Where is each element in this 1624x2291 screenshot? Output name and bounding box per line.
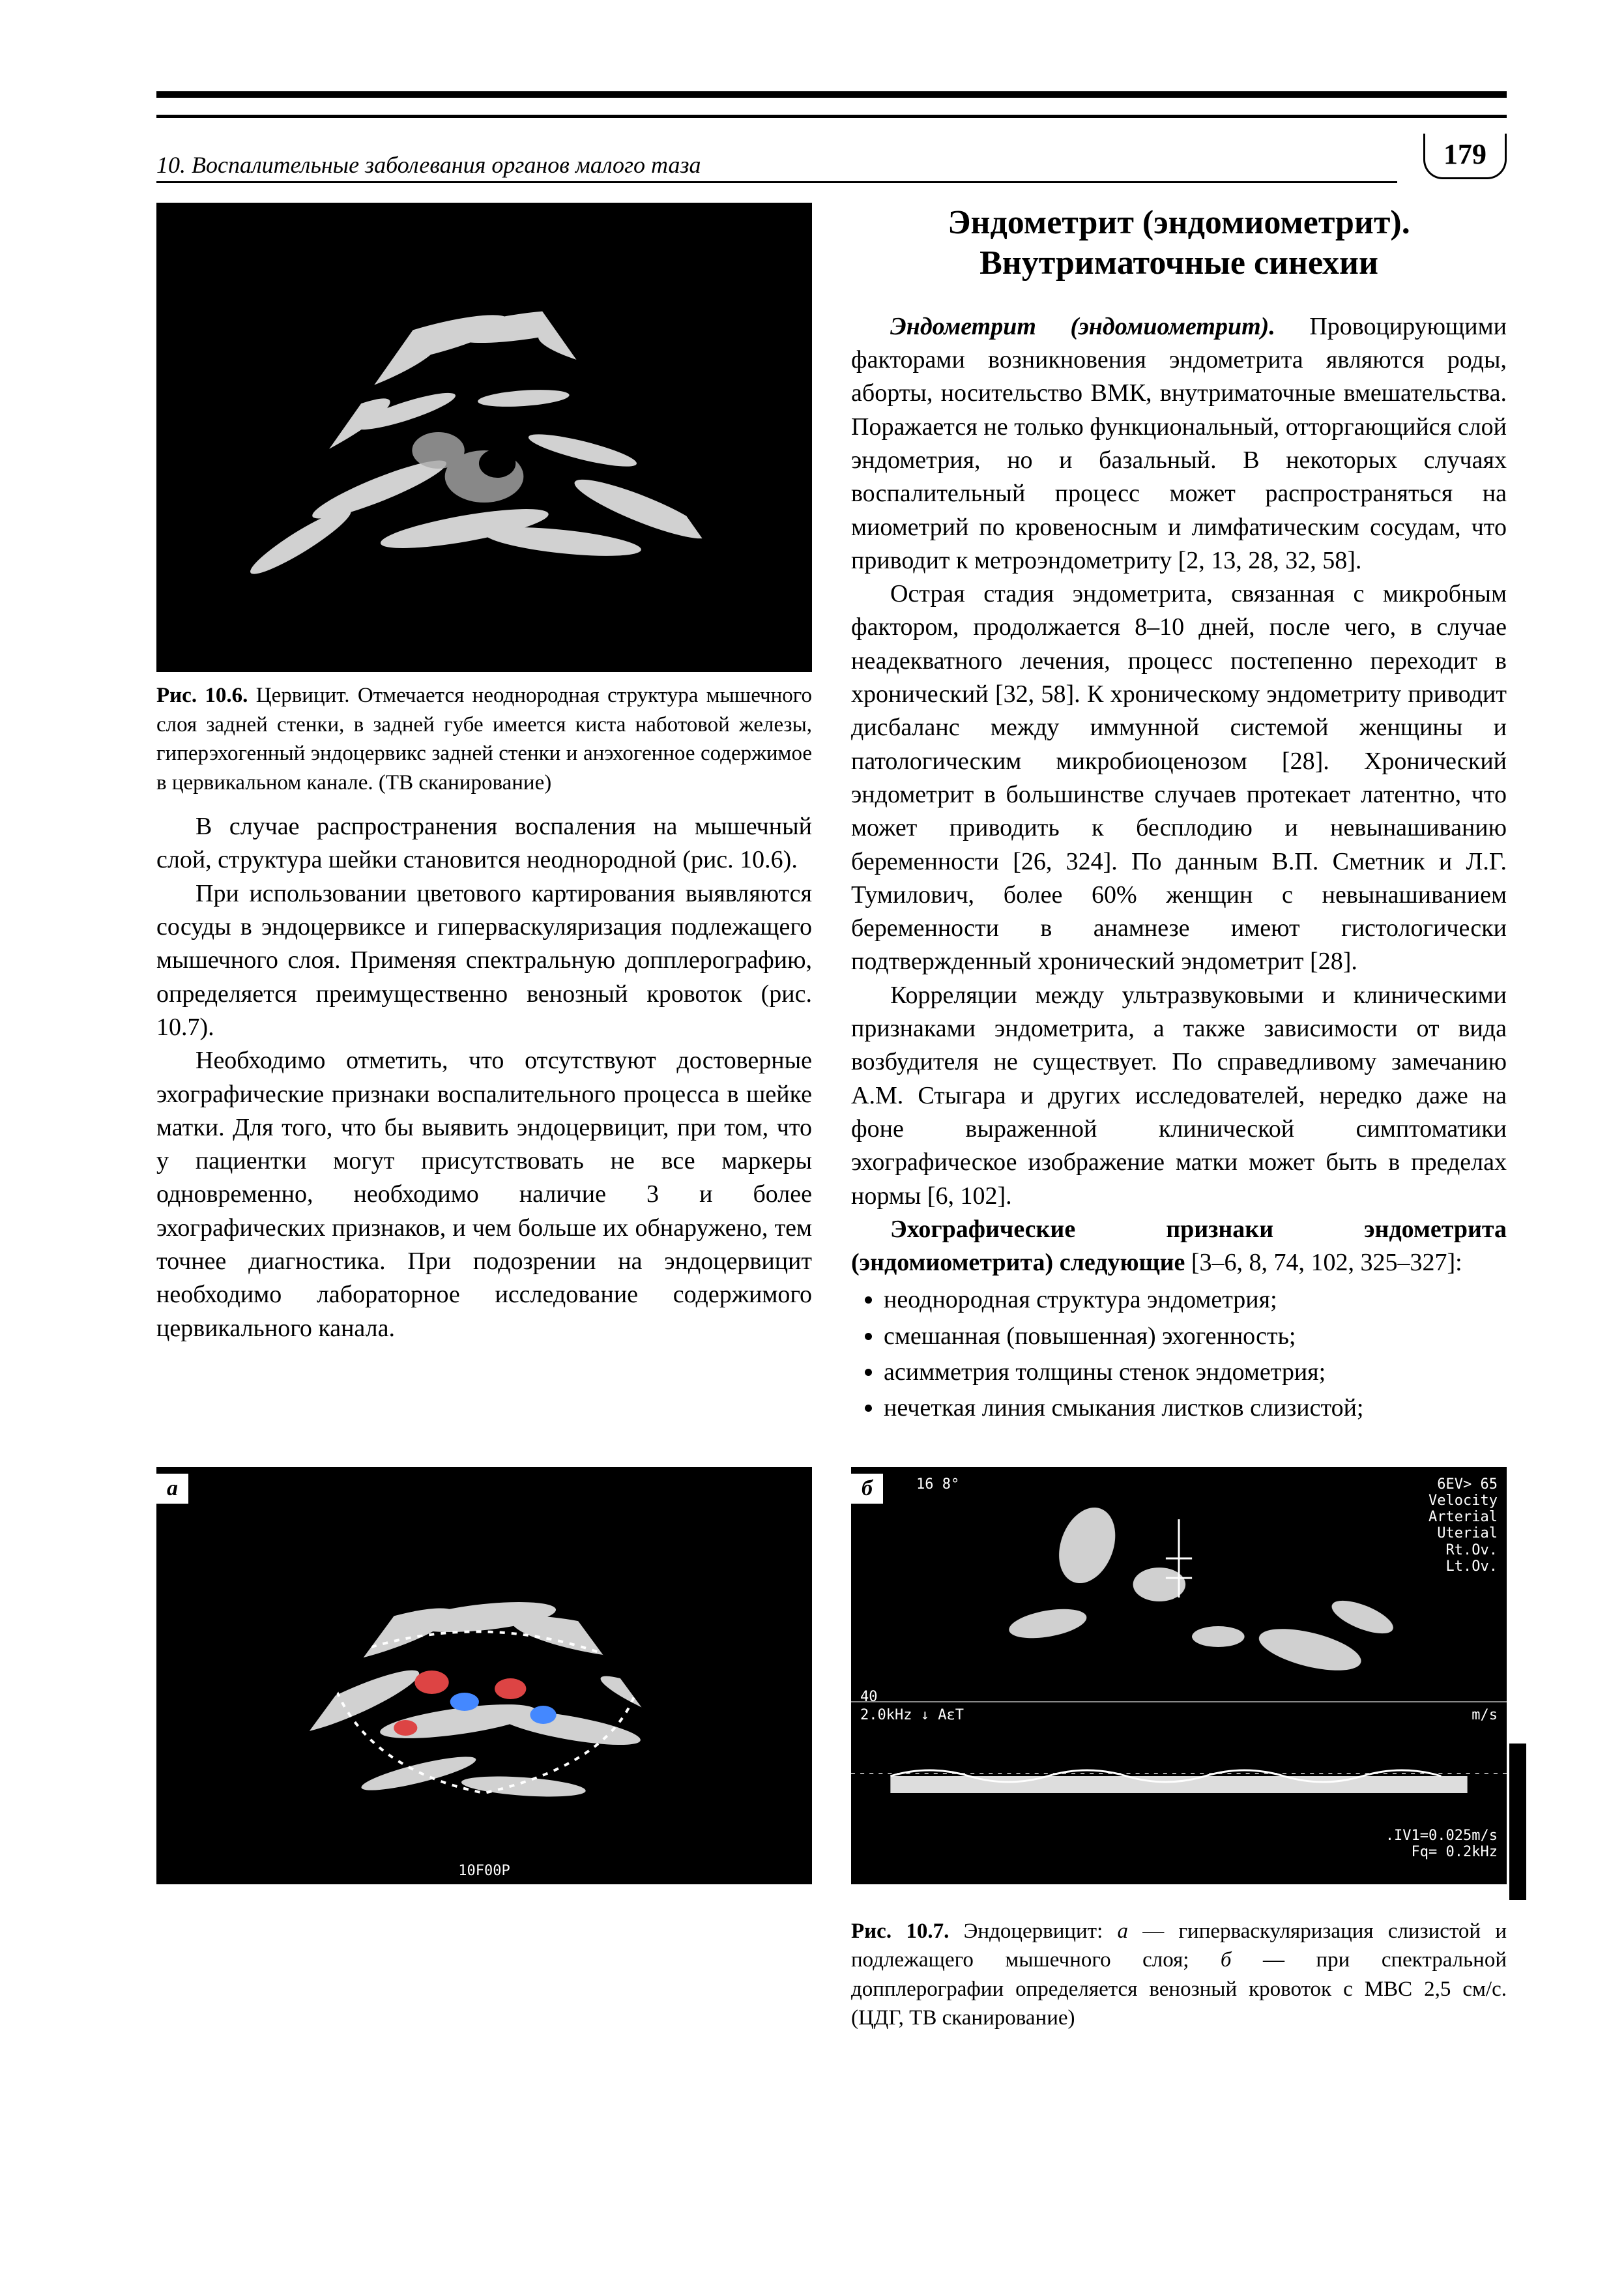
figure-number: Рис. 10.7. [851, 1919, 949, 1943]
ultrasound-image-1 [156, 203, 812, 672]
figure-10-7: а [156, 1467, 1507, 2033]
thumb-tab [1509, 1744, 1526, 1900]
right-para-1: Эндометрит (эндомиометрит). Провоцирующи… [851, 310, 1507, 577]
left-column: Рис. 10.6. Цервицит. Отмечается неодноро… [156, 203, 812, 1428]
figure-10-6: Рис. 10.6. Цервицит. Отмечается неодноро… [156, 203, 812, 797]
top-rule [156, 91, 1507, 118]
overlay-band-left: 2.0kHz ↓ AεT [860, 1707, 964, 1723]
overlay-top-left: 16 8° [916, 1476, 959, 1493]
overlay-mid-left: 40 [860, 1689, 878, 1705]
overlay-label-bottom: 10F00P [458, 1863, 510, 1879]
overlay-tr5: Rt.Ov. [1428, 1542, 1498, 1558]
ultrasound-image-2b: б [851, 1467, 1507, 1884]
overlay-tr4: Uterial [1428, 1525, 1498, 1541]
section-title-line2: Внутриматочные синехии [979, 244, 1378, 282]
figure-10-7-a: а [156, 1467, 812, 2033]
overlay-top-right: 6EV> 65 Velocity Arterial Uterial Rt.Ov.… [1428, 1476, 1498, 1575]
right-para-2: Острая стадия эндометрита, связанная с м… [851, 577, 1507, 979]
figure-number: Рис. 10.6. [156, 684, 248, 707]
list-item: смешанная (повышенная) эхогенность; [884, 1320, 1507, 1353]
list-item: неоднородная структура эндометрия; [884, 1283, 1507, 1317]
overlay-tr2: Velocity [1428, 1493, 1498, 1509]
figure-10-7-b: б [851, 1467, 1507, 2033]
right-column: Эндометрит (эндомиометрит). Внутриматочн… [851, 203, 1507, 1428]
overlay-band-right: m/s [1472, 1707, 1498, 1723]
overlay-br1: .IV1=0.025m/s [1385, 1828, 1498, 1844]
right-para-3: Корреляции между ультразвуковыми и клини… [851, 979, 1507, 1213]
section-title: Эндометрит (эндомиометрит). Внутриматочн… [851, 203, 1507, 284]
running-head: 10. Воспалительные заболевания органов м… [156, 138, 1507, 183]
overlay-tr6: Lt.Ov. [1428, 1558, 1498, 1575]
left-para-3: Необходимо отметить, что отсутствуют дос… [156, 1044, 812, 1345]
cap-letter-b: б [1221, 1948, 1232, 1972]
list-item: нечеткая линия смыкания листков слизисто… [884, 1392, 1507, 1425]
overlay-bottom-right: .IV1=0.025m/s Fq= 0.2kHz [1385, 1828, 1498, 1861]
signs-list: неоднородная структура эндометрия; смеша… [851, 1283, 1507, 1425]
left-para-2: При использовании цветового картирования… [156, 877, 812, 1044]
panel-letter-a: а [156, 1474, 188, 1504]
figure-10-7-caption: Рис. 10.7. Эндоцервицит: а — гиперваскул… [851, 1917, 1507, 2033]
two-columns: Рис. 10.6. Цервицит. Отмечается неодноро… [156, 203, 1507, 1428]
page-number: 179 [1423, 134, 1507, 179]
right-para-4: Эхографические признаки эндометрита (энд… [851, 1213, 1507, 1280]
cap-text-1: Эндоцервицит: [964, 1919, 1118, 1943]
left-para-1: В случае распространения воспаления на м… [156, 810, 812, 877]
panel-letter-b: б [851, 1474, 883, 1504]
overlay-tr3: Arterial [1428, 1509, 1498, 1525]
right-para-1-body: Провоцирующими факторами возникновения э… [851, 313, 1507, 574]
ultrasound-image-2a: а [156, 1467, 812, 1884]
cap-letter-a: а [1118, 1919, 1129, 1943]
figure-10-6-caption: Рис. 10.6. Цервицит. Отмечается неодноро… [156, 681, 812, 797]
overlay-tr1: 6EV> 65 [1428, 1476, 1498, 1493]
figure-caption-text: Цервицит. Отмечается неоднородная структ… [156, 684, 812, 795]
right-para-4-tail: [3–6, 8, 74, 102, 325–327]: [1185, 1249, 1462, 1276]
list-item: асимметрия толщины стенок эндометрия; [884, 1356, 1507, 1389]
chapter-title: 10. Воспалительные заболевания органов м… [156, 151, 1397, 183]
overlay-br2: Fq= 0.2kHz [1385, 1844, 1498, 1860]
page: 10. Воспалительные заболевания органов м… [0, 0, 1624, 2291]
right-para-1-runin: Эндометрит (эндомиометрит). [890, 313, 1275, 340]
section-title-line1: Эндометрит (эндомиометрит). [948, 204, 1410, 241]
